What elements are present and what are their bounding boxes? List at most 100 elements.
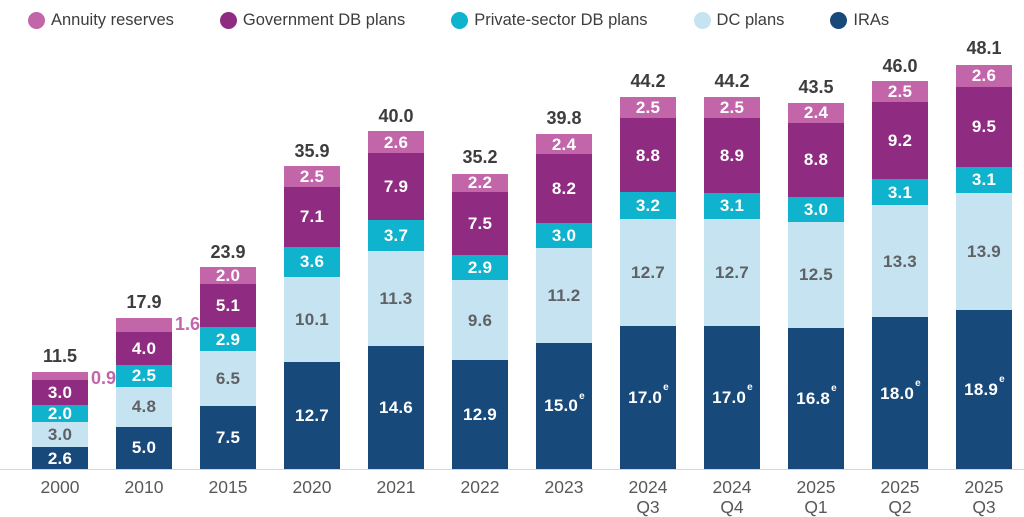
segment-dc-plans: 3.0 — [32, 421, 88, 448]
segment-government-db-plans: 8.8 — [620, 118, 676, 193]
stacked-bar: 2.0 5.1 2.9 6.5 7.5 — [200, 267, 256, 469]
x-axis-label: 2020 — [292, 477, 332, 497]
segment-private-sector-db-plans: 3.6 — [284, 246, 340, 278]
x-axis-label: 2025 Q3 — [964, 477, 1004, 517]
segment-annuity-reserves: 2.5 — [872, 80, 928, 102]
segment-value-label: 3.1 — [971, 170, 997, 190]
segment-annuity-reserves: 2.0 — [200, 267, 256, 284]
segment-value-label: 3.0 — [47, 424, 73, 444]
bar-total-label: 35.2 — [462, 146, 498, 167]
segment-value-label: 18.0e — [880, 378, 921, 403]
bar-total-label: 35.9 — [294, 140, 330, 161]
segment-iras: 2.6 — [32, 447, 88, 469]
segment-value-label: 2.5 — [719, 97, 745, 117]
segment-value-label: 2.4 — [551, 134, 577, 154]
segment-value-label: 10.1 — [295, 310, 329, 330]
segment-annuity-reserves: 2.4 — [788, 102, 844, 123]
segment-value-label: 8.2 — [551, 179, 577, 199]
x-axis-label: 2021 — [376, 477, 416, 497]
bar-total-label: 39.8 — [546, 107, 582, 128]
bar-total-label: 48.1 — [966, 38, 1002, 58]
x-axis-label: 2022 — [460, 477, 500, 497]
bar-total-label: 11.5 — [42, 346, 78, 367]
segment-iras: 5.0 — [116, 426, 172, 469]
segment-value-label: 5.0 — [131, 438, 157, 458]
stacked-bar: 2.5 8.9 3.1 12.7 17.0e — [704, 96, 760, 469]
segment-dc-plans: 9.6 — [452, 279, 508, 361]
legend-dot-icon — [693, 11, 711, 29]
legend-item-label: Annuity reserves — [51, 10, 174, 29]
segment-value-label: 15.0e — [544, 390, 585, 416]
segment-government-db-plans: 7.9 — [368, 153, 424, 220]
bar-total-label: 23.9 — [210, 241, 246, 262]
stacked-bar: 2.2 7.5 2.9 9.6 12.9 — [452, 173, 508, 469]
bar-total-label: 44.2 — [630, 70, 666, 91]
legend-dot-icon — [28, 11, 45, 29]
segment-value-label: 2.6 — [971, 66, 997, 86]
bar-total-label: 40.0 — [378, 106, 414, 127]
segment-value-label: 12.7 — [295, 406, 329, 426]
segment-value-label: 16.8e — [796, 383, 837, 408]
x-axis-label: 2025 Q2 — [880, 477, 920, 517]
segment-government-db-plans: 7.5 — [452, 192, 508, 256]
segment-iras: 15.0e — [536, 342, 592, 469]
segment-government-db-plans: 9.2 — [872, 101, 928, 180]
segment-annuity-reserves: 2.6 — [956, 64, 1012, 87]
segment-dc-plans: 10.1 — [284, 277, 340, 363]
x-axis-label: 2023 — [544, 477, 584, 497]
segment-value-label: 12.7 — [715, 262, 749, 282]
segment-dc-plans: 6.5 — [200, 351, 256, 406]
estimate-marker: e — [999, 374, 1005, 386]
segment-value-label: 2.0 — [47, 403, 73, 423]
segment-value-label: 6.5 — [215, 369, 241, 389]
segment-value-label: 2.5 — [131, 366, 157, 386]
stacked-bar: 2.5 9.2 3.1 13.3 18.0e — [872, 80, 928, 469]
segment-value-label: 2.2 — [467, 173, 493, 193]
legend-item-label: IRAs — [853, 10, 890, 29]
segment-annuity-reserves: 2.6 — [368, 131, 424, 154]
segment-dc-plans: 12.7 — [704, 219, 760, 326]
bar-slot-2025-q2: 46.0 2.5 9.2 3.1 13.3 18.0e 2025 Q2 — [872, 36, 928, 517]
estimate-marker: e — [579, 390, 585, 402]
segment-private-sector-db-plans: 2.0 — [32, 405, 88, 422]
legend: Annuity reserves Government DB plans Priva… — [0, 0, 1024, 32]
segment-annuity-reserves: 2.5 — [284, 165, 340, 188]
segment-value-label: 2.5 — [635, 97, 661, 117]
segment-iras: 18.9e — [956, 309, 1012, 469]
legend-item-label: Government DB plans — [242, 10, 406, 29]
segment-value-label: 2.4 — [803, 103, 829, 123]
segment-value-label: 17.0e — [628, 382, 669, 407]
segment-private-sector-db-plans: 3.1 — [704, 192, 760, 220]
segment-value-label: 3.2 — [635, 196, 661, 216]
segment-iras: 17.0e — [620, 325, 676, 469]
bar-slot-2021: 40.0 2.6 7.9 3.7 11.3 14.6 2021 — [368, 36, 424, 497]
segment-government-db-plans: 8.2 — [536, 154, 592, 224]
bar-slot-2010: 1.6 17.9 4.0 2.5 4.8 5.0 2010 — [116, 36, 200, 497]
x-axis-label: 2024 Q4 — [712, 477, 752, 517]
segment-annuity-reserves: 2.5 — [704, 96, 760, 119]
segment-iras: 12.9 — [452, 360, 508, 469]
segment-iras: 14.6 — [368, 346, 424, 469]
segment-government-db-plans: 8.8 — [788, 122, 844, 197]
estimate-marker: e — [747, 382, 753, 394]
segment-value-label: 7.5 — [467, 214, 493, 234]
bar-slot-2025-q3: 48.1 2.6 9.5 3.1 13.9 18.9e 2025 Q3 — [956, 36, 1012, 517]
stacked-bar: 2.4 8.2 3.0 11.2 15.0e — [536, 133, 592, 469]
estimate-marker: e — [663, 382, 669, 394]
legend-item-iras: IRAs — [830, 11, 889, 30]
segment-iras: 17.0e — [704, 325, 760, 469]
segment-value-label: 9.6 — [467, 310, 493, 330]
segment-government-db-plans: 4.0 — [116, 331, 172, 366]
segment-value-label: 13.9 — [967, 241, 1001, 261]
legend-dot-icon — [830, 11, 848, 29]
segment-private-sector-db-plans: 3.0 — [788, 196, 844, 223]
segment-private-sector-db-plans: 2.5 — [116, 365, 172, 387]
segment-value-label: 8.9 — [719, 145, 745, 165]
x-axis-label: 2024 Q3 — [628, 477, 668, 517]
stacked-bar: 2.5 7.1 3.6 10.1 12.7 — [284, 165, 340, 469]
segment-value-label: 3.0 — [803, 200, 829, 220]
segment-value-label: 2.0 — [215, 266, 241, 286]
segment-government-db-plans: 9.5 — [956, 86, 1012, 167]
segment-value-label: 3.1 — [719, 196, 745, 216]
segment-value-label: 2.6 — [383, 132, 409, 152]
